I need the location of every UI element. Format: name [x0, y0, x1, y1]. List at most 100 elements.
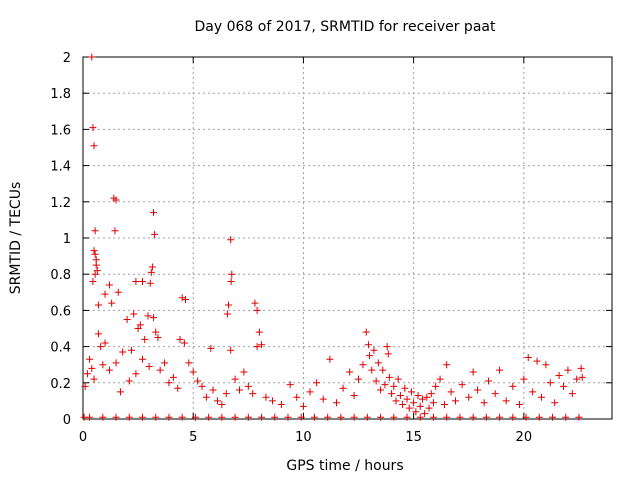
- data-point: [83, 370, 91, 378]
- data-point: [350, 413, 358, 421]
- data-point: [91, 250, 99, 258]
- data-point: [533, 357, 541, 365]
- data-point: [332, 399, 340, 407]
- data-point: [399, 401, 407, 409]
- data-point: [207, 344, 215, 352]
- data-point: [401, 384, 409, 392]
- data-point: [147, 268, 155, 276]
- data-point: [529, 388, 537, 396]
- x-tick-label: 5: [189, 430, 197, 445]
- data-point: [535, 413, 543, 421]
- data-point: [520, 375, 528, 383]
- data-point: [515, 401, 523, 409]
- y-tick-label: 1: [63, 232, 71, 247]
- data-point: [89, 277, 97, 285]
- data-point: [227, 236, 235, 244]
- chart-title: Day 068 of 2017, SRMTID for receiver paa…: [195, 19, 496, 35]
- data-point: [125, 377, 133, 385]
- data-point: [174, 384, 182, 392]
- data-point: [363, 413, 371, 421]
- data-point: [165, 379, 173, 387]
- data-point: [299, 402, 307, 410]
- y-tick-label: 0.4: [50, 341, 71, 356]
- data-point: [253, 306, 261, 314]
- data-point: [94, 330, 102, 338]
- data-point: [105, 366, 113, 374]
- data-point: [218, 401, 226, 409]
- data-point: [88, 53, 96, 61]
- data-point: [372, 377, 380, 385]
- data-point: [258, 413, 266, 421]
- data-point: [189, 368, 197, 376]
- data-point: [112, 413, 120, 421]
- x-tick-label: 20: [516, 430, 533, 445]
- data-point: [443, 361, 451, 369]
- data-point: [337, 413, 345, 421]
- data-point: [101, 290, 109, 298]
- data-point: [374, 359, 382, 367]
- data-point: [313, 379, 321, 387]
- y-tick-label: 0.6: [50, 304, 71, 319]
- x-tick-label: 15: [405, 430, 422, 445]
- data-point: [194, 377, 202, 385]
- data-point: [271, 413, 279, 421]
- data-point: [394, 375, 402, 383]
- data-point: [224, 301, 232, 309]
- data-points: [80, 53, 586, 421]
- data-point: [551, 399, 559, 407]
- data-point: [447, 388, 455, 396]
- data-point: [542, 361, 550, 369]
- data-point: [383, 343, 391, 351]
- data-point: [385, 373, 393, 381]
- data-point: [379, 366, 387, 374]
- data-point: [191, 413, 199, 421]
- data-point: [161, 359, 169, 367]
- data-point: [423, 393, 431, 401]
- y-axis-title: SRMTID / TECUs: [8, 182, 24, 295]
- data-point: [440, 401, 448, 409]
- data-point: [88, 364, 96, 372]
- data-point: [465, 393, 473, 401]
- data-point: [355, 375, 363, 383]
- data-point: [362, 328, 370, 336]
- data-point: [377, 386, 385, 394]
- data-point: [370, 346, 378, 354]
- data-point: [139, 355, 147, 363]
- y-tick-label: 1.2: [50, 196, 71, 211]
- data-point: [364, 341, 372, 349]
- data-point: [284, 413, 292, 421]
- data-point: [116, 388, 124, 396]
- data-point: [350, 391, 358, 399]
- data-point: [310, 413, 318, 421]
- data-point: [403, 395, 411, 403]
- data-point: [377, 413, 385, 421]
- data-point: [578, 373, 586, 381]
- data-point: [223, 310, 231, 318]
- data-point: [136, 321, 144, 329]
- data-point: [92, 261, 100, 269]
- data-point: [213, 397, 221, 405]
- data-point: [165, 413, 173, 421]
- data-point: [249, 390, 257, 398]
- data-point: [209, 386, 217, 394]
- data-point: [509, 382, 517, 390]
- plot-frame: [82, 56, 613, 420]
- data-point: [469, 368, 477, 376]
- data-point: [89, 124, 97, 132]
- data-point: [418, 395, 426, 403]
- axis-ticks: [82, 56, 612, 420]
- data-point: [432, 382, 440, 390]
- data-point: [127, 346, 135, 354]
- data-point: [108, 299, 116, 307]
- data-point: [132, 370, 140, 378]
- data-point: [112, 196, 120, 204]
- data-point: [181, 296, 189, 304]
- data-point: [231, 375, 239, 383]
- data-point: [139, 277, 147, 285]
- data-point: [416, 413, 424, 421]
- data-point: [141, 335, 149, 343]
- data-point: [410, 399, 418, 407]
- data-point: [258, 341, 266, 349]
- data-point: [546, 379, 554, 387]
- data-point: [130, 310, 138, 318]
